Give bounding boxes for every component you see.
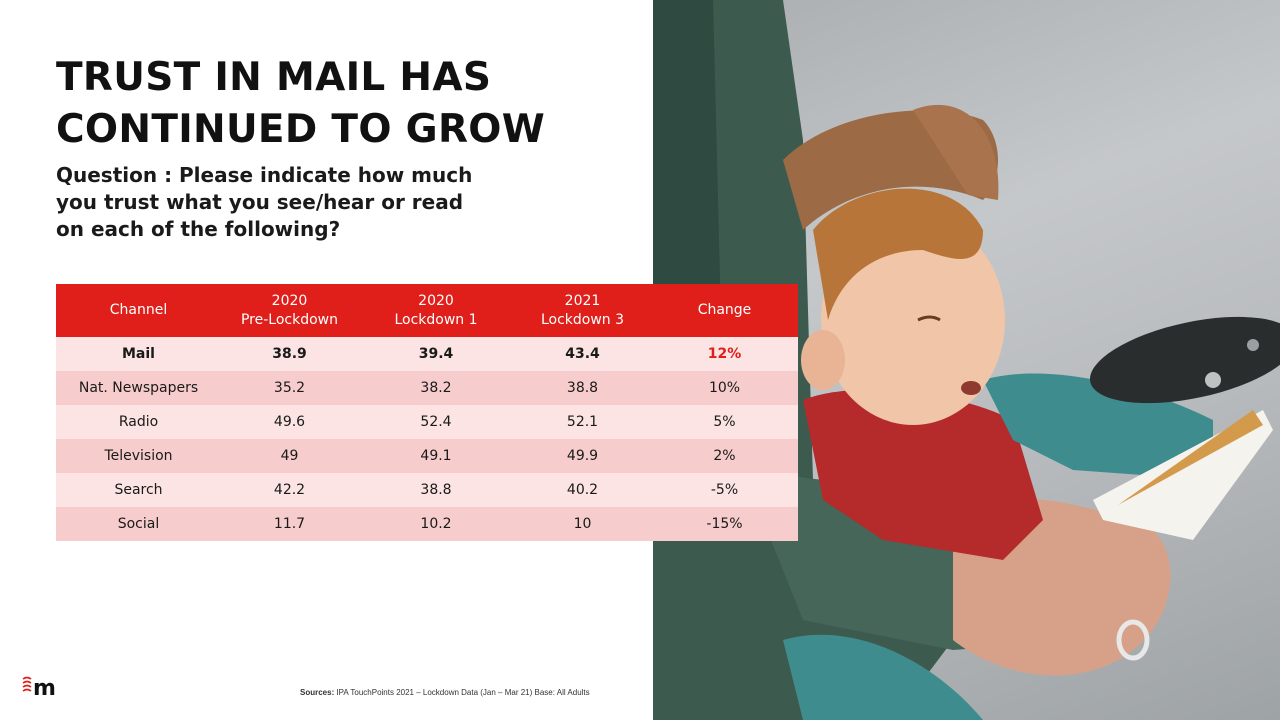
cell-change: 2% [651, 439, 798, 473]
cell-value: 49 [221, 439, 358, 473]
cell-value: 52.4 [358, 405, 514, 439]
cell-value: 52.1 [514, 405, 651, 439]
cell-value: 42.2 [221, 473, 358, 507]
cell-value: 10.2 [358, 507, 514, 541]
header-line: Change [697, 302, 752, 318]
slide-title-line: TRUST IN MAIL HAS [56, 55, 492, 100]
cell-channel: Radio [56, 405, 221, 439]
cell-value: 39.4 [358, 337, 514, 371]
cell-change: 12% [651, 337, 798, 371]
cell-channel: Television [56, 439, 221, 473]
cell-value: 35.2 [221, 371, 358, 405]
hero-photo [653, 0, 1280, 720]
table-row: Search 42.2 38.8 40.2 -5% [56, 473, 798, 507]
header-channel: Channel [56, 284, 221, 337]
header-line: 2020 [418, 292, 454, 309]
table-row: Radio 49.6 52.4 52.1 5% [56, 405, 798, 439]
cell-value: 43.4 [514, 337, 651, 371]
cell-value: 49.1 [358, 439, 514, 473]
sources-text: IPA TouchPoints 2021 – Lockdown Data (Ja… [334, 688, 590, 697]
table-row: Television 49 49.1 49.9 2% [56, 439, 798, 473]
cell-value: 38.8 [358, 473, 514, 507]
header-line: Lockdown 1 [394, 311, 478, 328]
brand-logo-icon: m [22, 676, 56, 701]
table-row: Mail 38.9 39.4 43.4 12% [56, 337, 798, 371]
sources-note: Sources: IPA TouchPoints 2021 – Lockdown… [300, 688, 590, 697]
header-line: Lockdown 3 [540, 311, 625, 328]
header-2021-lockdown-3: 2021 Lockdown 3 [514, 284, 651, 337]
sources-label: Sources: [300, 688, 335, 697]
cell-value: 40.2 [514, 473, 651, 507]
header-change: Change [651, 284, 798, 337]
header-line: Pre-Lockdown [240, 311, 338, 328]
header-line: Channel [109, 302, 168, 318]
cell-channel: Search [56, 473, 221, 507]
table-row: Nat. Newspapers 35.2 38.2 38.8 10% [56, 371, 798, 405]
table-row: Social 11.7 10.2 10 -15% [56, 507, 798, 541]
question-text: Question : Please indicate how much you … [56, 163, 473, 241]
cell-channel: Nat. Newspapers [56, 371, 221, 405]
cell-value: 38.9 [221, 337, 358, 371]
header-2020-lockdown-1: 2020 Lockdown 1 [358, 284, 514, 337]
header-line: 2021 [564, 292, 601, 309]
cell-value: 49.6 [221, 405, 358, 439]
cell-channel: Social [56, 507, 221, 541]
slide-title-line: CONTINUED TO GROW [56, 107, 546, 152]
cell-value: 38.2 [358, 371, 514, 405]
logo-letter: m [33, 676, 56, 698]
cell-value: 11.7 [221, 507, 358, 541]
brand-logo: m [22, 674, 62, 701]
trust-table: Channel 2020 Pre-Lockdown 2020 Lockdown 1 … [56, 284, 798, 541]
cell-change: -5% [651, 473, 798, 507]
cell-value: 38.8 [514, 371, 651, 405]
header-line: 2020 [271, 292, 308, 309]
cell-change: 5% [651, 405, 798, 439]
cell-value: 10 [514, 507, 651, 541]
cell-change: -15% [651, 507, 798, 541]
table-header-row: Channel 2020 Pre-Lockdown 2020 Lockdown 1 … [56, 284, 798, 337]
header-2020-pre-lockdown: 2020 Pre-Lockdown [221, 284, 358, 337]
cell-value: 49.9 [514, 439, 651, 473]
slide-title: TRUST IN MAIL HAS CONTINUED TO GROW [56, 52, 616, 156]
cell-change: 10% [651, 371, 798, 405]
cell-channel: Mail [56, 337, 221, 371]
